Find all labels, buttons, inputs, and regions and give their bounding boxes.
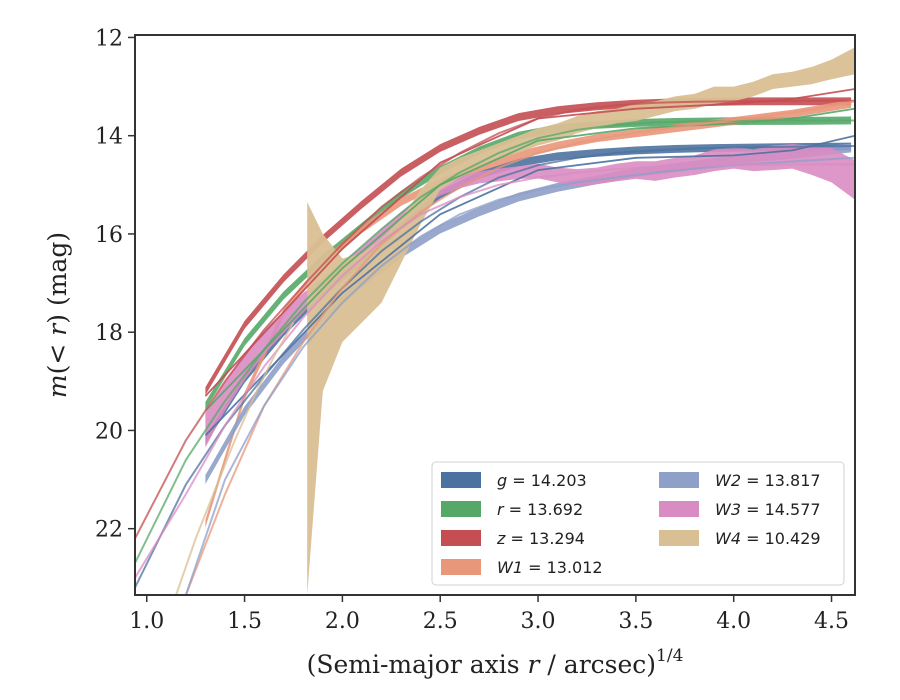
x-tick-label: 4.5 <box>814 609 849 634</box>
plot-frame <box>134 34 856 596</box>
y-tick-label: 16 <box>95 223 123 248</box>
x-tick-label: 1.0 <box>129 609 164 634</box>
x-tick-label: 1.5 <box>227 609 262 634</box>
w2-legend-swatch <box>659 472 699 488</box>
model-curves <box>135 88 855 595</box>
r-model-curve-alt <box>204 107 855 412</box>
r-legend-swatch <box>441 501 481 517</box>
z-legend-label: z = 13.294 <box>496 529 585 548</box>
y-tick-label: 22 <box>95 518 123 543</box>
g-model-curve-alt <box>204 134 855 437</box>
x-tick-label: 3.5 <box>618 609 653 634</box>
w4-legend-label: W4 = 10.429 <box>715 529 821 548</box>
w1-model-curve <box>184 100 855 595</box>
w3-legend-label: W3 = 14.577 <box>715 500 821 519</box>
g-legend-swatch <box>441 472 481 488</box>
w3-model-curve <box>135 163 855 579</box>
w1-legend-label: W1 = 13.012 <box>497 558 603 577</box>
y-tick-label: 14 <box>95 125 123 150</box>
x-axis: 1.0 1.5 2.0 2.5 3.0 3.5 4.0 4.5 <box>129 595 849 634</box>
y-axis: 12 14 16 18 20 22 <box>95 26 135 543</box>
z-model-curve-alt <box>204 88 855 397</box>
legend-box <box>431 461 845 586</box>
w3-legend-swatch <box>659 501 699 517</box>
g-legend-label: g = 14.203 <box>497 471 587 490</box>
w1-legend-swatch <box>441 559 481 575</box>
legend: g = 14.203 r = 13.692 z = 13.294 W1 = 13.01… <box>431 461 845 586</box>
x-tick-label: 4.0 <box>716 609 751 634</box>
y-tick-label: 12 <box>95 26 123 51</box>
y-tick-label: 20 <box>95 419 123 444</box>
w4-profile-band <box>307 47 855 595</box>
y-axis-label: m(< r) (mag) <box>43 232 72 398</box>
z-model-curve <box>135 99 855 539</box>
y-tick-label: 18 <box>95 321 123 346</box>
w4-legend-swatch <box>659 530 699 546</box>
uncertainty-bands <box>205 47 855 595</box>
w4-model-curve <box>175 321 295 595</box>
x-tick-label: 3.0 <box>521 609 556 634</box>
z-legend-swatch <box>441 530 481 546</box>
w2-legend-label: W2 = 13.817 <box>715 471 821 490</box>
x-axis-label: (Semi-major axis r / arcsec)1/4 <box>307 646 684 679</box>
x-tick-label: 2.0 <box>325 609 360 634</box>
x-tick-label: 2.5 <box>423 609 458 634</box>
r-legend-label: r = 13.692 <box>497 500 583 519</box>
